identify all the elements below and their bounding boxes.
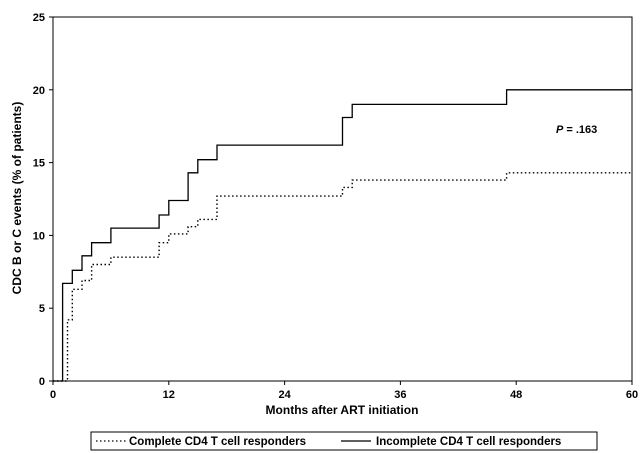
y-tick-label: 20	[33, 85, 45, 97]
plot-area	[52, 16, 633, 382]
y-tick-label: 10	[33, 230, 45, 242]
legend: Complete CD4 T cell responders Incomplet…	[90, 431, 598, 451]
p-value-letter: P	[556, 124, 564, 136]
series-line-complete	[53, 172, 632, 382]
x-axis-title: Months after ART initiation	[266, 403, 419, 417]
x-tick-label: 60	[626, 389, 638, 401]
p-value-text: = .163	[563, 124, 597, 136]
axes-layer: 0 12 24 36 48 60 0 5 10 15 20 25	[33, 12, 638, 401]
series-layer	[53, 89, 632, 382]
x-tick-label: 12	[163, 389, 175, 401]
legend-box	[90, 431, 598, 451]
legend-label-complete: Complete CD4 T cell responders	[129, 436, 306, 448]
x-tick-label: 48	[510, 389, 522, 401]
y-tick-label: 0	[39, 376, 45, 388]
y-tick-label: 15	[33, 158, 45, 170]
plot-frame	[52, 16, 633, 382]
y-tick-label: 25	[33, 12, 45, 24]
x-tick-label: 24	[278, 389, 291, 401]
p-value-annotation: P = .163	[556, 124, 597, 136]
series-line-incomplete	[53, 89, 632, 382]
x-tick-label: 36	[394, 389, 406, 401]
x-tick-label: 0	[50, 389, 56, 401]
y-axis-title: CDC B or C events (% of patients)	[10, 102, 24, 295]
y-tick-label: 5	[39, 303, 45, 315]
legend-label-incomplete: Incomplete CD4 T cell responders	[376, 436, 561, 448]
